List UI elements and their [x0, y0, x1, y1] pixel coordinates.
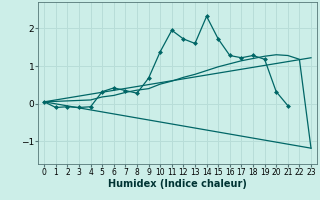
X-axis label: Humidex (Indice chaleur): Humidex (Indice chaleur): [108, 179, 247, 189]
